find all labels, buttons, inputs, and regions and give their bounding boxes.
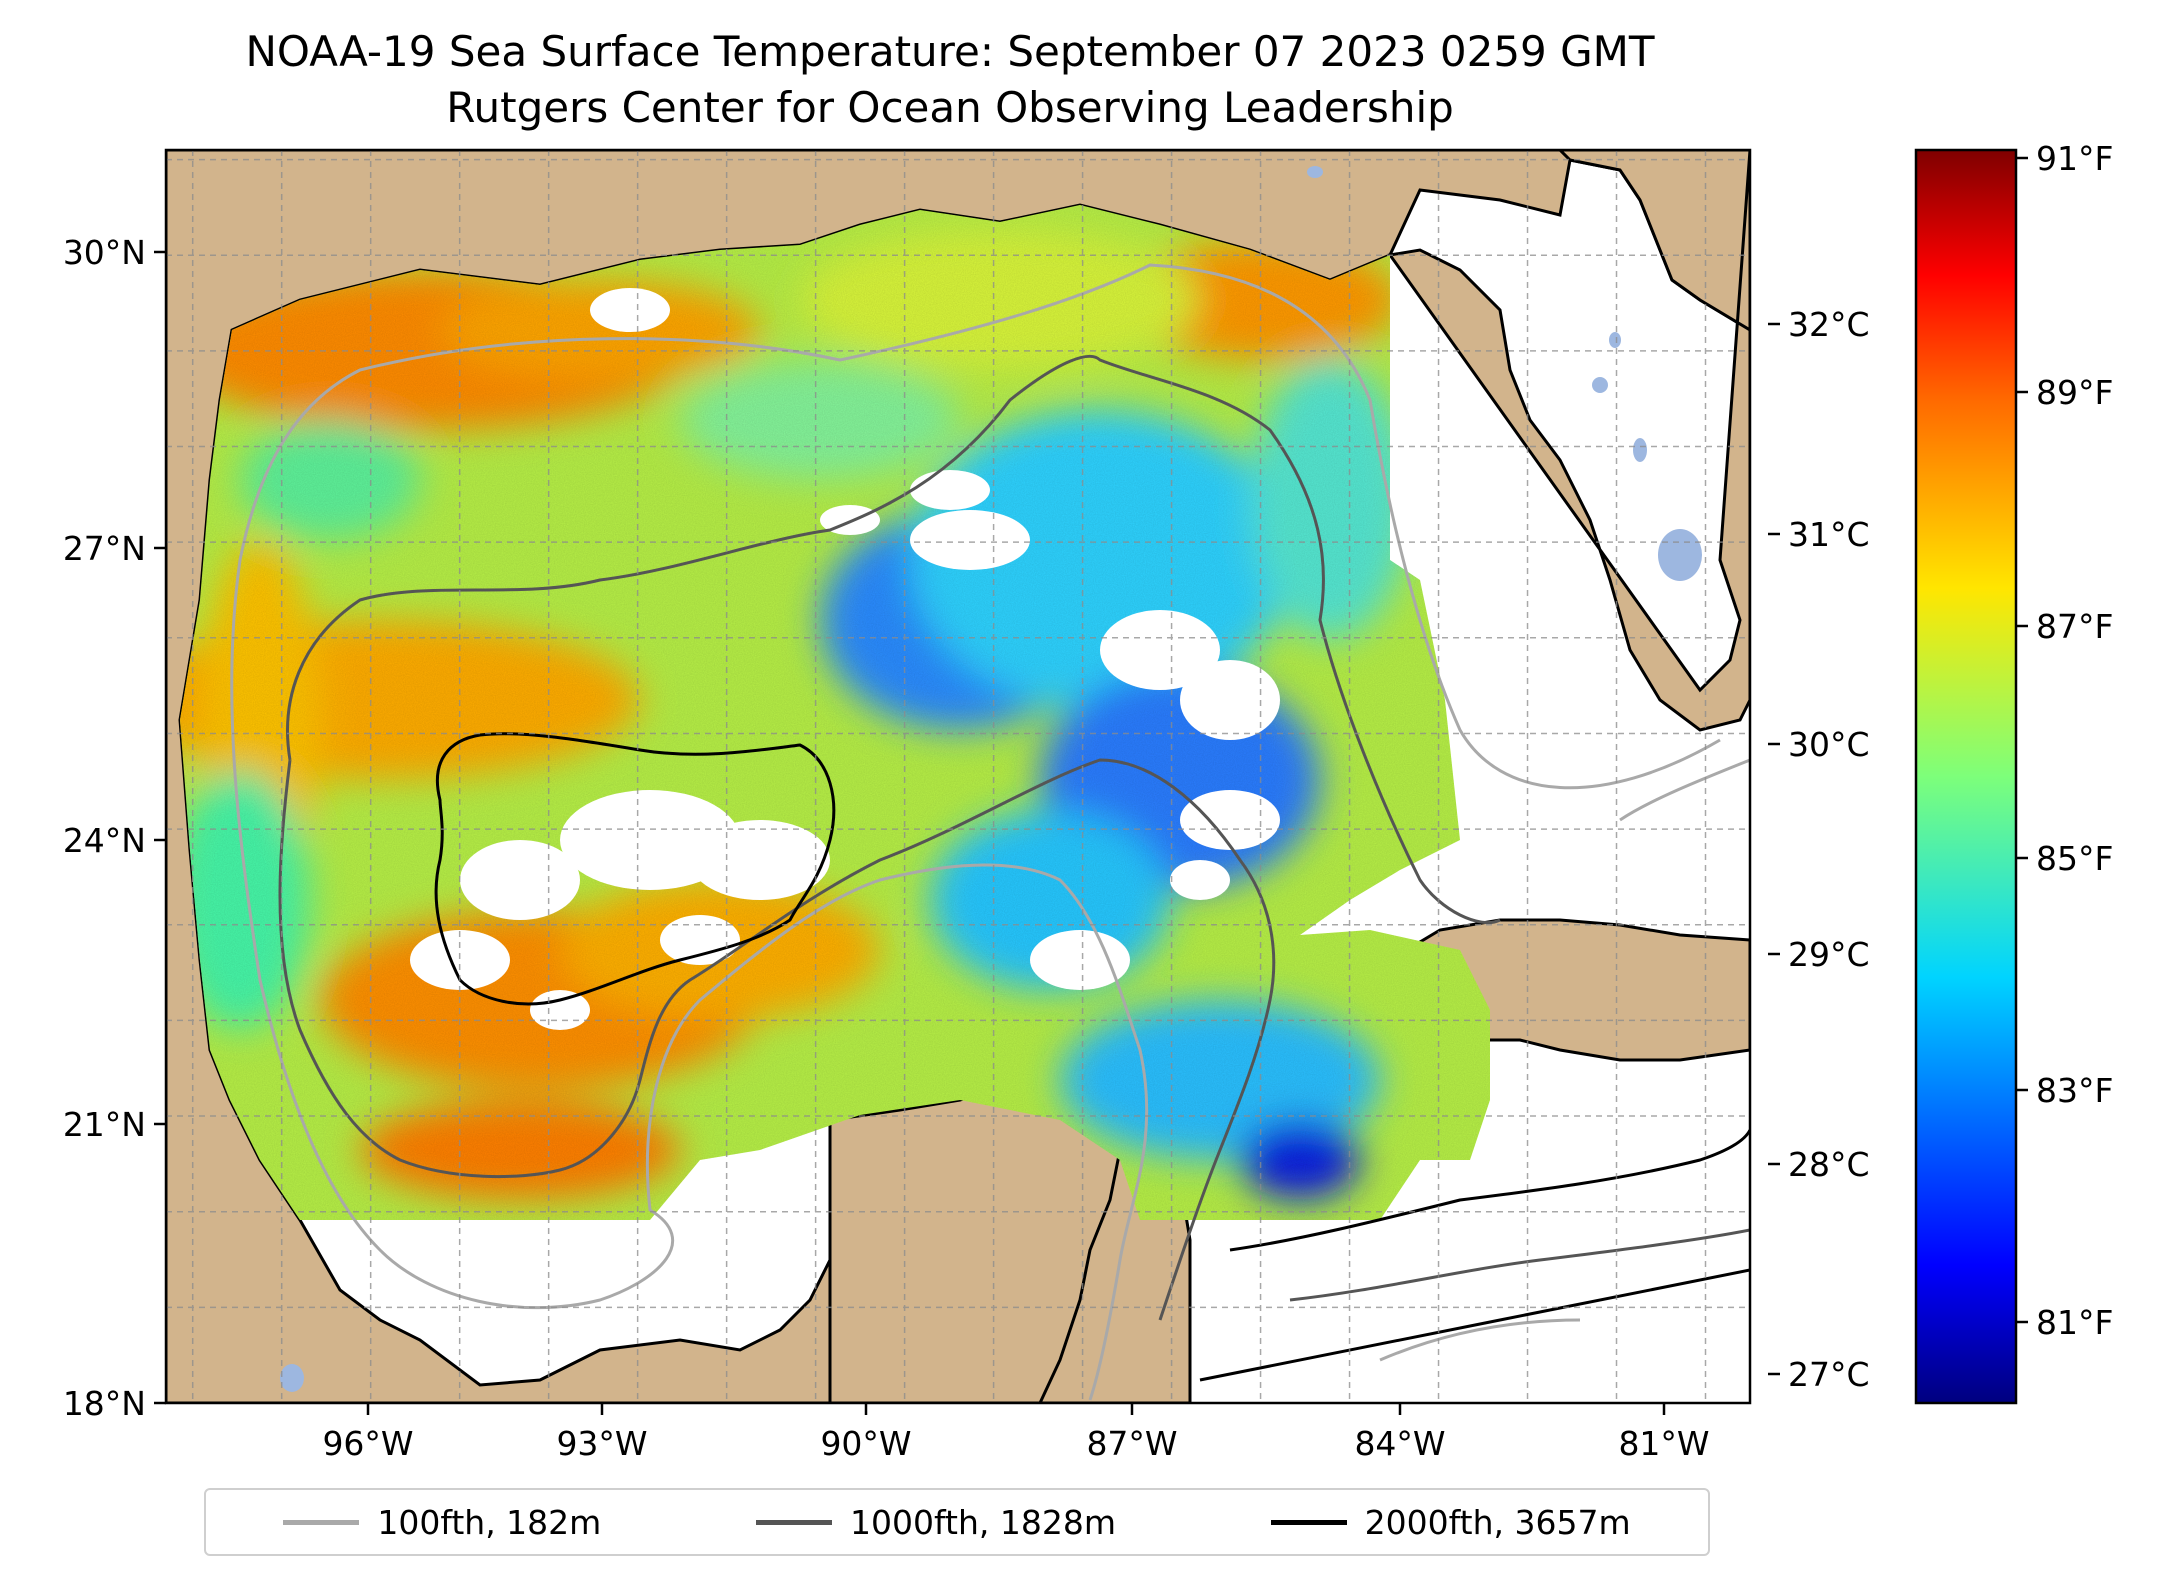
- longitude-axis: 96°W 93°W 90°W 87°W 84°W 81°W: [322, 1403, 1710, 1463]
- fahrenheit-tick-83: 83°F: [2036, 1071, 2113, 1110]
- legend-item-100fth: 100fth, 182m: [283, 1503, 601, 1542]
- lat-label-21n: 21°N: [63, 1105, 146, 1144]
- gridlines: [166, 150, 1750, 1403]
- legend-item-1000fth: 1000fth, 1828m: [756, 1503, 1116, 1542]
- fahrenheit-tick-81: 81°F: [2036, 1303, 2113, 1342]
- latitude-axis: 30°N 27°N 24°N 21°N 18°N: [63, 233, 166, 1423]
- celsius-tick-32: 32°C: [1788, 305, 1870, 344]
- axes-frame: [164, 148, 1752, 1405]
- lon-label-87w: 87°W: [1086, 1424, 1177, 1463]
- land-florida: [1387, 150, 1750, 732]
- legend-label-100fth: 100fth, 182m: [377, 1502, 602, 1542]
- title-line-2: Rutgers Center for Ocean Observing Leade…: [446, 83, 1454, 132]
- celsius-tick-29: 29°C: [1788, 935, 1870, 974]
- map-layers: [166, 150, 1750, 1403]
- contour-2000fth: [434, 732, 836, 1006]
- inland-water: [280, 166, 1702, 1392]
- colorbar: 32°C 31°C 30°C 29°C 28°C 27°C 91°F 89°F …: [1767, 139, 2113, 1405]
- figure-title: NOAA-19 Sea Surface Temperature: Septemb…: [0, 24, 1900, 136]
- lon-label-90w: 90°W: [820, 1424, 911, 1463]
- cloud-gaps: [410, 288, 1280, 1030]
- fahrenheit-tick-87: 87°F: [2036, 607, 2113, 646]
- lat-label-24n: 24°N: [63, 821, 146, 860]
- contour-100fth: [230, 263, 1750, 1401]
- lon-label-96w: 96°W: [322, 1424, 413, 1463]
- lon-label-93w: 93°W: [556, 1424, 647, 1463]
- fahrenheit-tick-89: 89°F: [2036, 373, 2113, 412]
- bathymetry-legend: 100fth, 182m 1000fth, 1828m 2000fth, 365…: [204, 1488, 1710, 1556]
- contour-1000fth: [278, 354, 1501, 1321]
- celsius-tick-27: 27°C: [1788, 1355, 1870, 1394]
- lat-label-27n: 27°N: [63, 529, 146, 568]
- colorbar-gradient: [1914, 148, 2018, 1405]
- legend-label-1000fth: 1000fth, 1828m: [850, 1502, 1116, 1542]
- colorbar-fahrenheit-axis: 91°F 89°F 87°F 85°F 83°F 81°F: [2016, 139, 2113, 1342]
- fahrenheit-tick-91: 91°F: [2036, 139, 2113, 178]
- title-line-1: NOAA-19 Sea Surface Temperature: Septemb…: [245, 27, 1655, 76]
- celsius-tick-31: 31°C: [1788, 515, 1870, 554]
- celsius-tick-30: 30°C: [1788, 725, 1870, 764]
- legend-item-2000fth: 2000fth, 3657m: [1270, 1502, 1631, 1542]
- fahrenheit-tick-85: 85°F: [2036, 839, 2113, 878]
- legend-label-2000fth: 2000fth, 3657m: [1364, 1502, 1631, 1542]
- lat-label-18n: 18°N: [63, 1384, 146, 1423]
- lat-label-30n: 30°N: [63, 233, 146, 272]
- lon-label-84w: 84°W: [1354, 1424, 1445, 1463]
- legend-swatch-2000fth: [1270, 1519, 1347, 1525]
- colorbar-celsius-axis: 32°C 31°C 30°C 29°C 28°C 27°C: [1767, 150, 1870, 1403]
- contour-east-caribbean: [1199, 1129, 1750, 1382]
- lon-label-81w: 81°W: [1618, 1424, 1709, 1463]
- celsius-tick-28: 28°C: [1788, 1145, 1870, 1184]
- legend-swatch-1000fth: [756, 1519, 832, 1525]
- legend-swatch-100fth: [283, 1519, 360, 1525]
